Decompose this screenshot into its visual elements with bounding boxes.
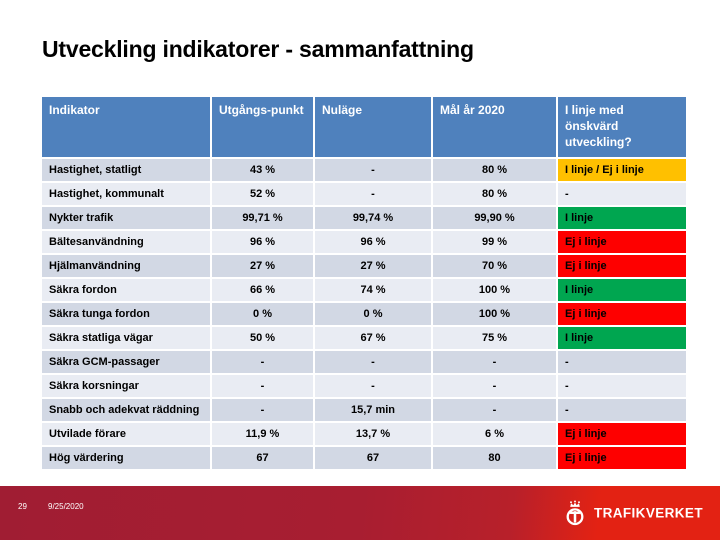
current-value-cell: -	[315, 183, 431, 205]
current-value-cell: -	[315, 351, 431, 373]
goal-value-cell: 80 %	[433, 159, 556, 181]
goal-value-cell: -	[433, 375, 556, 397]
status-cell: Ej i linje	[558, 255, 686, 277]
status-cell: Ej i linje	[558, 231, 686, 253]
goal-value-cell: 100 %	[433, 303, 556, 325]
status-cell: -	[558, 183, 686, 205]
current-value-cell: 99,74 %	[315, 207, 431, 229]
status-cell: I linje	[558, 207, 686, 229]
goal-value-cell: 80 %	[433, 183, 556, 205]
indicator-name-cell: Säkra GCM-passager	[42, 351, 210, 373]
current-value-cell: 15,7 min	[315, 399, 431, 421]
current-value-cell: 27 %	[315, 255, 431, 277]
trafikverket-crown-icon	[566, 500, 584, 526]
slide-date: 9/25/2020	[48, 502, 84, 511]
indicator-name-cell: Hastighet, kommunalt	[42, 183, 210, 205]
start-value-cell: 66 %	[212, 279, 313, 301]
indicator-name-cell: Nykter trafik	[42, 207, 210, 229]
indicator-name-cell: Hastighet, statligt	[42, 159, 210, 181]
column-header-goal: Mål år 2020	[433, 97, 556, 157]
goal-value-cell: 70 %	[433, 255, 556, 277]
start-value-cell: 50 %	[212, 327, 313, 349]
indicator-name-cell: Bältesanvändning	[42, 231, 210, 253]
start-value-cell: 52 %	[212, 183, 313, 205]
goal-value-cell: -	[433, 399, 556, 421]
goal-value-cell: 99 %	[433, 231, 556, 253]
slide-title: Utveckling indikatorer - sammanfattning	[42, 36, 474, 62]
current-value-cell: 13,7 %	[315, 423, 431, 445]
column-header-indicator: Indikator	[42, 97, 210, 157]
current-value-cell: -	[315, 159, 431, 181]
indicator-name-cell: Säkra fordon	[42, 279, 210, 301]
footer-band: 29 9/25/2020 TRAFIKVERKET	[0, 486, 720, 540]
current-value-cell: 0 %	[315, 303, 431, 325]
goal-value-cell: 80	[433, 447, 556, 469]
start-value-cell: -	[212, 351, 313, 373]
indicator-name-cell: Säkra tunga fordon	[42, 303, 210, 325]
current-value-cell: -	[315, 375, 431, 397]
column-header-current: Nuläge	[315, 97, 431, 157]
status-cell: -	[558, 351, 686, 373]
status-cell: I linje	[558, 279, 686, 301]
current-value-cell: 67	[315, 447, 431, 469]
status-cell: Ej i linje	[558, 423, 686, 445]
start-value-cell: -	[212, 399, 313, 421]
start-value-cell: -	[212, 375, 313, 397]
page-number: 29	[18, 502, 27, 511]
trafikverket-logo: TRAFIKVERKET	[563, 500, 703, 527]
start-value-cell: 43 %	[212, 159, 313, 181]
current-value-cell: 74 %	[315, 279, 431, 301]
column-header-status: I linje med önskvärd utveckling?	[558, 97, 686, 157]
status-cell: I linje	[558, 327, 686, 349]
goal-value-cell: 6 %	[433, 423, 556, 445]
status-cell: I linje / Ej i linje	[558, 159, 686, 181]
start-value-cell: 11,9 %	[212, 423, 313, 445]
status-cell: -	[558, 375, 686, 397]
indicator-name-cell: Utvilade förare	[42, 423, 210, 445]
goal-value-cell: 75 %	[433, 327, 556, 349]
start-value-cell: 0 %	[212, 303, 313, 325]
status-cell: Ej i linje	[558, 303, 686, 325]
indicator-name-cell: Säkra korsningar	[42, 375, 210, 397]
start-value-cell: 99,71 %	[212, 207, 313, 229]
start-value-cell: 67	[212, 447, 313, 469]
goal-value-cell: -	[433, 351, 556, 373]
start-value-cell: 27 %	[212, 255, 313, 277]
indicator-name-cell: Snabb och adekvat räddning	[42, 399, 210, 421]
status-cell: Ej i linje	[558, 447, 686, 469]
start-value-cell: 96 %	[212, 231, 313, 253]
goal-value-cell: 100 %	[433, 279, 556, 301]
indicator-table: Indikator Utgångs-punkt Nuläge Mål år 20…	[42, 97, 686, 469]
column-header-start: Utgångs-punkt	[212, 97, 313, 157]
indicator-name-cell: Hjälmanvändning	[42, 255, 210, 277]
current-value-cell: 96 %	[315, 231, 431, 253]
goal-value-cell: 99,90 %	[433, 207, 556, 229]
indicator-name-cell: Säkra statliga vägar	[42, 327, 210, 349]
status-cell: -	[558, 399, 686, 421]
indicator-name-cell: Hög värdering	[42, 447, 210, 469]
current-value-cell: 67 %	[315, 327, 431, 349]
trafikverket-logo-text: TRAFIKVERKET	[593, 505, 703, 521]
